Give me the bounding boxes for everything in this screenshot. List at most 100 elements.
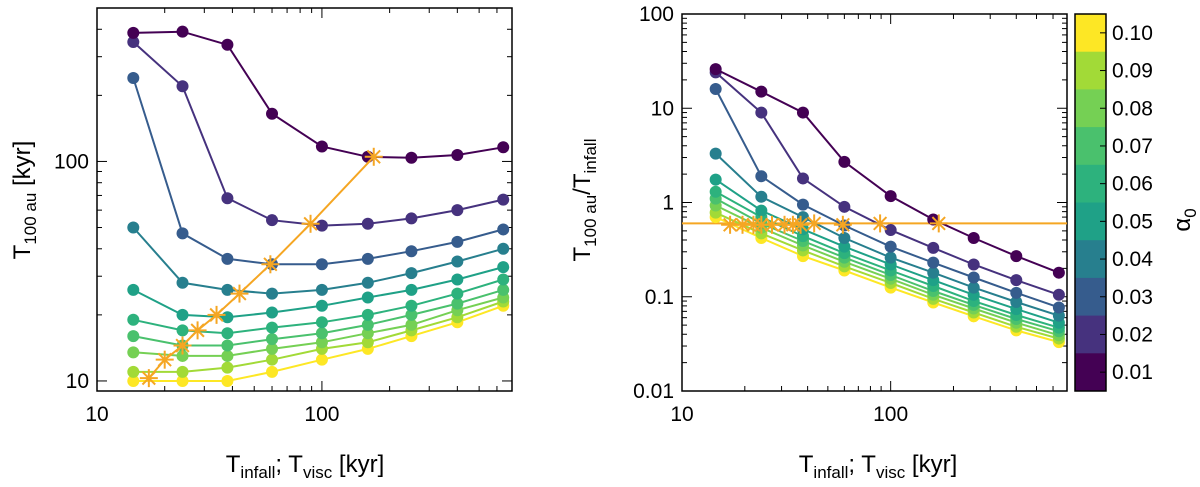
colorbar-tick-label: 0.07	[1112, 135, 1153, 158]
left-data-point	[405, 308, 418, 321]
left-ticks: 10 100 10 100	[54, 7, 513, 426]
right-asterisk-marker	[791, 215, 810, 234]
colorbar: 0.10 0.09 0.08 0.07 0.06 0.05 0.04 0.03 0.02 0.01	[1074, 13, 1153, 392]
right-data-point	[755, 190, 768, 203]
left-x-tick-label: 10	[85, 403, 108, 426]
right-data-point	[1052, 301, 1065, 314]
right-data-point	[838, 155, 851, 168]
left-series-line	[132, 41, 504, 227]
left-y-axis-label: T100 au [kyr]	[9, 141, 40, 260]
left-x-tick-label: 100	[304, 403, 339, 426]
left-data-point	[176, 276, 189, 289]
left-data-point	[497, 283, 510, 296]
right-asterisk-marker	[929, 214, 948, 233]
right-y-axis-label: T100 au/Tinfall	[569, 139, 600, 262]
left-data-point	[176, 308, 189, 321]
left-series-line	[133, 30, 504, 159]
left-data-point	[405, 151, 418, 164]
left-data-point	[266, 306, 279, 319]
right-y-tick-label: 0.1	[645, 286, 674, 309]
left-data-point	[127, 36, 140, 49]
left-series-group	[127, 25, 510, 388]
left-data-point	[266, 353, 279, 366]
left-panel: 10 100 10 100 T100 au [kyr] Tinfall; Tvisc …	[9, 7, 513, 482]
right-data-point	[967, 258, 980, 271]
right-data-point	[709, 147, 722, 160]
left-data-point	[266, 365, 279, 378]
right-x-axis-label: Tinfall; Tvisc [kyr]	[799, 451, 957, 482]
left-data-point	[221, 327, 234, 340]
left-data-point	[127, 346, 140, 359]
left-asterisk-marker	[364, 147, 383, 166]
right-data-point	[796, 172, 809, 185]
left-data-point	[405, 318, 418, 331]
right-y-tick-label: 1	[662, 192, 674, 215]
left-y-tick-label: 100	[54, 150, 89, 173]
right-data-point	[927, 266, 940, 279]
left-data-point	[266, 214, 279, 227]
right-data-point	[884, 251, 897, 264]
right-data-point	[1010, 295, 1023, 308]
left-data-point	[361, 217, 374, 230]
left-data-point	[315, 140, 328, 153]
left-data-point	[266, 287, 279, 300]
left-data-point	[176, 365, 189, 378]
right-y-tick-label: 10	[651, 97, 674, 120]
left-data-point	[127, 26, 140, 39]
left-data-point	[361, 276, 374, 289]
left-asterisk-marker	[173, 336, 192, 355]
right-data-point	[796, 198, 809, 211]
left-data-point	[405, 267, 418, 280]
right-data-point	[1010, 286, 1023, 299]
right-y-tick-label: 100	[639, 3, 674, 26]
left-data-point	[315, 353, 328, 366]
left-data-point	[221, 339, 234, 352]
left-data-point	[221, 349, 234, 362]
left-data-point	[405, 212, 418, 225]
left-data-point	[315, 299, 328, 312]
left-data-point	[127, 330, 140, 343]
right-data-point	[884, 224, 897, 237]
left-data-point	[176, 25, 189, 38]
left-data-point	[266, 321, 279, 334]
right-data-point	[1052, 266, 1065, 279]
left-plot-area	[127, 25, 510, 388]
right-data-point	[1052, 288, 1065, 301]
right-data-point	[1010, 274, 1023, 287]
right-data-point	[755, 204, 768, 217]
left-data-point	[361, 252, 374, 265]
left-data-point	[127, 71, 140, 84]
right-data-point	[709, 83, 722, 96]
left-data-point	[176, 349, 189, 362]
left-data-point	[176, 374, 189, 387]
left-data-point	[497, 273, 510, 286]
left-data-point	[497, 223, 510, 236]
colorbar-tick-label: 0.06	[1112, 173, 1153, 196]
left-data-point	[221, 192, 234, 205]
left-data-point	[497, 193, 510, 206]
left-data-point	[221, 374, 234, 387]
right-data-point	[755, 106, 768, 119]
left-data-point	[361, 336, 374, 349]
right-data-point	[884, 190, 897, 203]
right-asterisk-marker	[833, 215, 852, 234]
right-asterisk-marker	[805, 214, 824, 233]
right-asterisk-marker	[871, 214, 890, 233]
left-y-tick-label: 10	[66, 370, 89, 393]
left-data-point	[315, 258, 328, 271]
left-data-point	[315, 219, 328, 232]
left-data-point	[451, 273, 464, 286]
left-data-point	[176, 227, 189, 240]
left-data-point	[266, 342, 279, 355]
left-data-point	[451, 148, 464, 161]
left-data-point	[405, 283, 418, 296]
right-data-point	[796, 106, 809, 119]
left-data-point	[266, 107, 279, 120]
colorbar-tick-label: 0.08	[1112, 97, 1153, 120]
left-series-line	[132, 77, 504, 266]
left-data-point	[361, 327, 374, 340]
left-asterisk-marker	[139, 369, 158, 388]
right-panel: 10 100 0.01 0.1 1 10 100 T100 au/Tinfall Tinfa…	[569, 3, 1068, 482]
left-asterisk-marker	[301, 214, 320, 233]
left-data-point	[221, 252, 234, 265]
